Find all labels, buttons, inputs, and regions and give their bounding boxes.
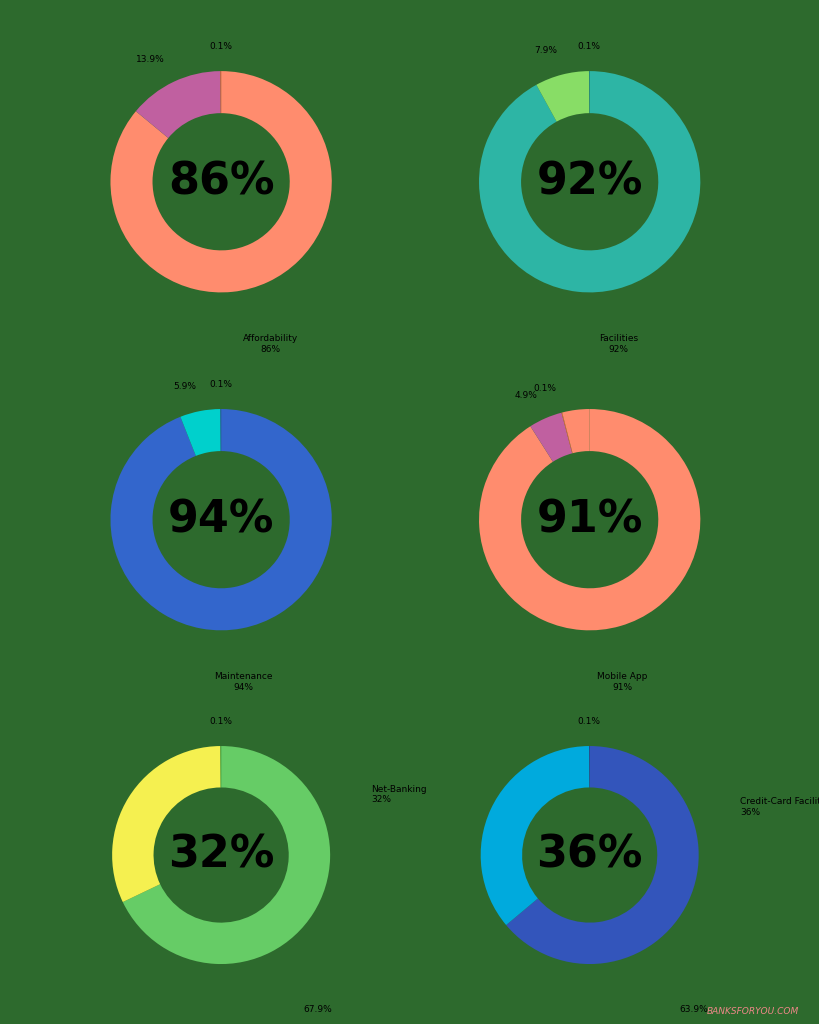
Text: 4.9%: 4.9% xyxy=(514,391,537,400)
Wedge shape xyxy=(536,71,589,122)
Text: 13.9%: 13.9% xyxy=(137,55,165,63)
Wedge shape xyxy=(123,746,330,964)
Text: 0.1%: 0.1% xyxy=(534,384,557,393)
Text: 91%: 91% xyxy=(536,499,643,541)
Text: 67.9%: 67.9% xyxy=(304,1006,333,1015)
Text: Facilities
92%: Facilities 92% xyxy=(599,335,638,354)
Text: 0.1%: 0.1% xyxy=(577,42,601,51)
Text: 92%: 92% xyxy=(536,161,643,203)
Wedge shape xyxy=(479,71,700,293)
Text: Maintenance
94%: Maintenance 94% xyxy=(214,673,272,692)
Wedge shape xyxy=(506,746,699,964)
Wedge shape xyxy=(111,409,332,631)
Text: BANKSFORYOU.COM: BANKSFORYOU.COM xyxy=(706,1007,799,1016)
Wedge shape xyxy=(136,71,220,138)
Wedge shape xyxy=(531,413,572,462)
Text: Affordability
86%: Affordability 86% xyxy=(243,335,298,354)
Text: 0.1%: 0.1% xyxy=(209,718,233,726)
Text: Credit-Card Facility
36%: Credit-Card Facility 36% xyxy=(740,798,819,817)
Text: 0.1%: 0.1% xyxy=(577,718,601,726)
Text: 0.1%: 0.1% xyxy=(209,42,233,51)
Text: 63.9%: 63.9% xyxy=(679,1006,708,1015)
Wedge shape xyxy=(562,409,590,454)
Wedge shape xyxy=(180,409,220,456)
Text: 36%: 36% xyxy=(536,834,643,877)
Wedge shape xyxy=(112,746,220,902)
Wedge shape xyxy=(479,409,700,631)
Text: 0.1%: 0.1% xyxy=(209,380,233,389)
Text: 5.9%: 5.9% xyxy=(174,383,197,391)
Wedge shape xyxy=(111,71,332,293)
Text: Mobile App
91%: Mobile App 91% xyxy=(597,673,647,692)
Text: 32%: 32% xyxy=(168,834,274,877)
Text: Net-Banking
32%: Net-Banking 32% xyxy=(372,784,428,804)
Text: 94%: 94% xyxy=(168,499,274,541)
Text: 86%: 86% xyxy=(168,161,274,203)
Wedge shape xyxy=(562,413,572,454)
Wedge shape xyxy=(481,746,589,925)
Text: 7.9%: 7.9% xyxy=(534,46,557,55)
